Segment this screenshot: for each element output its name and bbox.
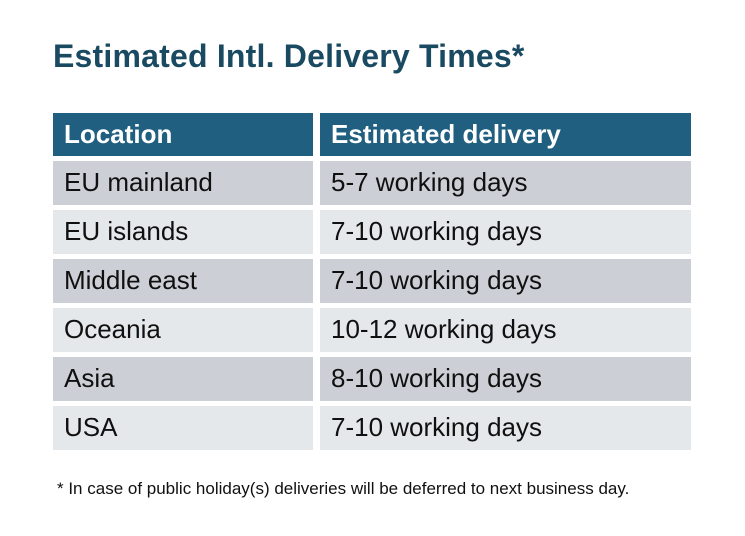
location-cell: EU islands	[53, 209, 313, 254]
page-title: Estimated Intl. Delivery Times*	[53, 38, 525, 74]
location-cell: Middle east	[53, 258, 313, 303]
location-cell: Oceania	[53, 307, 313, 352]
delivery-cell: 7-10 working days	[320, 209, 691, 254]
delivery-cell: 8-10 working days	[320, 356, 691, 401]
delivery-cell: 10-12 working days	[320, 307, 691, 352]
delivery-cell: 5-7 working days	[320, 160, 691, 205]
location-cell: Asia	[53, 356, 313, 401]
header-cell-location: Location	[53, 112, 313, 156]
location-cell: EU mainland	[53, 160, 313, 205]
delivery-cell: 7-10 working days	[320, 258, 691, 303]
footnote: * In case of public holiday(s) deliverie…	[57, 478, 630, 498]
location-cell: USA	[53, 405, 313, 450]
delivery-cell: 7-10 working days	[320, 405, 691, 450]
delivery-table: Location Estimated delivery EU mainland 5…	[53, 112, 691, 450]
header-cell-estimated-delivery: Estimated delivery	[320, 112, 691, 156]
